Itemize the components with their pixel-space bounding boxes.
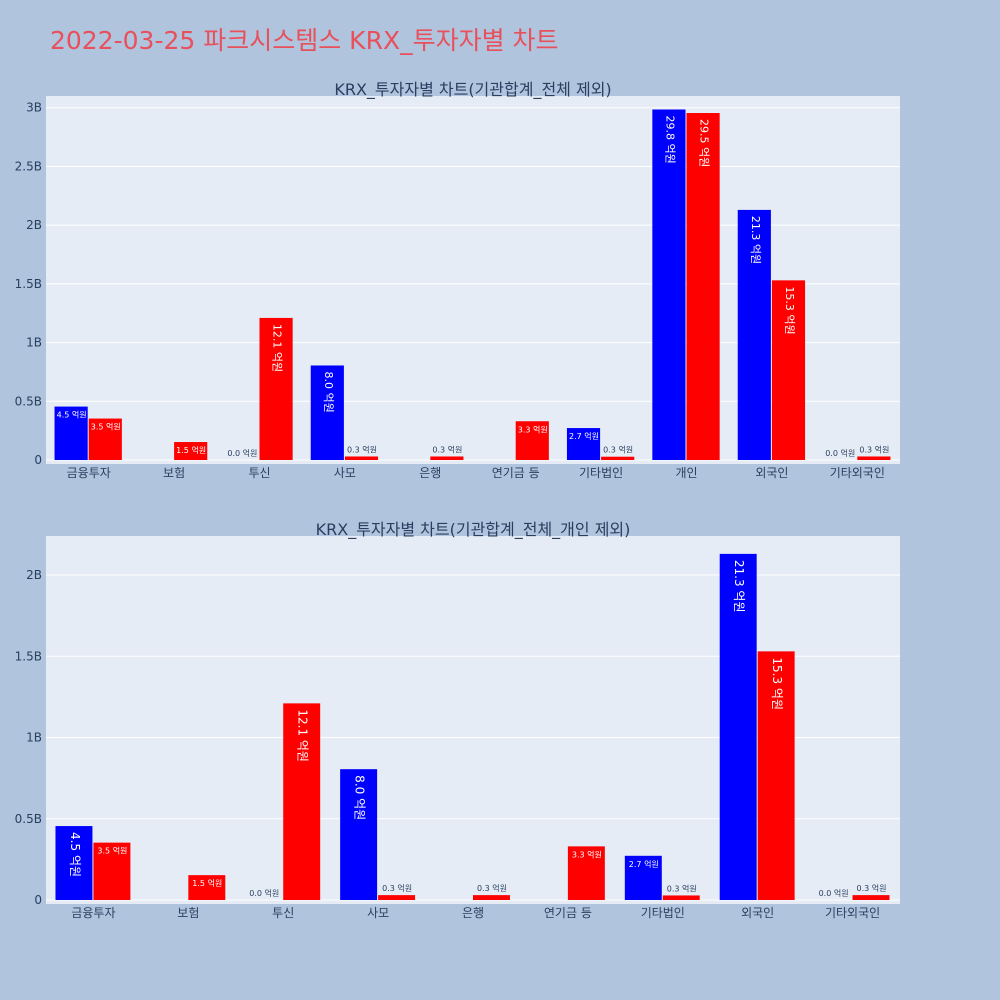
bar <box>174 442 208 460</box>
bar <box>852 895 890 900</box>
bar <box>662 895 700 900</box>
bar <box>686 113 720 460</box>
bar <box>771 280 806 460</box>
y-tick-label: 0.5B <box>15 812 42 826</box>
y-tick-label: 2.5B <box>15 159 42 173</box>
data-label: 1.5 억원 <box>192 878 222 888</box>
data-label: 15.3 억원 <box>770 657 784 710</box>
bar <box>566 428 601 460</box>
x-tick-label: 사모 <box>334 466 356 480</box>
data-label: 15.3 억원 <box>783 286 796 334</box>
bar <box>515 421 549 460</box>
x-tick-label: 외국인 <box>755 466 788 480</box>
bar <box>430 456 464 460</box>
x-tick-label: 투신 <box>248 466 270 480</box>
bar <box>259 317 293 460</box>
data-label: 8.0 억원 <box>353 775 367 820</box>
data-label: 0.3 억원 <box>859 444 889 454</box>
y-tick-label: 2B <box>26 218 42 232</box>
bar <box>378 895 416 900</box>
x-tick-label: 금융투자 <box>71 906 115 920</box>
data-label: 0.3 억원 <box>603 445 633 455</box>
y-tick-label: 2B <box>26 568 42 582</box>
data-label: 29.8 억원 <box>663 116 676 164</box>
y-tick-label: 0 <box>34 453 42 467</box>
bar <box>624 855 662 900</box>
x-tick-label: 은행 <box>462 905 484 920</box>
x-tick-label: 기타외국인 <box>830 466 885 480</box>
bar <box>737 209 771 460</box>
bar <box>757 651 795 900</box>
x-tick-label: 금융투자 <box>67 466 111 480</box>
y-tick-label: 1.5B <box>15 649 42 663</box>
data-label: 0.3 억원 <box>857 883 887 893</box>
bar <box>310 365 344 460</box>
x-tick-label: 외국인 <box>741 906 774 920</box>
y-tick-label: 1.5B <box>15 277 42 291</box>
x-tick-label: 기타법인 <box>579 466 623 480</box>
data-label: 4.5 억원 <box>68 832 82 877</box>
data-label: 21.3 억원 <box>749 216 762 264</box>
bar <box>567 846 605 900</box>
data-label: 3.5 억원 <box>91 422 121 432</box>
bar <box>283 703 321 900</box>
data-label: 21.3 억원 <box>732 560 746 613</box>
x-tick-label: 기타외국인 <box>825 906 880 920</box>
x-tick-label: 보험 <box>163 466 185 480</box>
bar <box>340 769 378 900</box>
x-tick-label: 보험 <box>177 906 199 920</box>
data-label: 0.3 억원 <box>382 883 412 893</box>
y-tick-label: 0.5B <box>15 394 42 408</box>
y-tick-label: 0 <box>34 893 42 907</box>
y-tick-label: 1B <box>26 731 42 745</box>
data-label: 12.1 억원 <box>271 324 284 372</box>
chart-institutions-excluded: 4.5 억원 3.5 억원 1.5 억원 0.0 억원 12.1 억원 8.0 억원 0.3… <box>15 80 900 480</box>
data-label: 8.0 억원 <box>322 371 335 412</box>
data-label: 12.1 억원 <box>296 709 310 762</box>
x-tick-label: 투신 <box>272 906 294 920</box>
data-label: 0.3 억원 <box>477 883 507 893</box>
data-label: 29.5 억원 <box>698 119 711 167</box>
bar <box>93 842 131 900</box>
data-label: 0.0 억원 <box>825 448 855 458</box>
chart-title: KRX_투자자별 차트(기관합계_전체 제외) <box>334 80 611 100</box>
data-label: 1.5 억원 <box>176 445 206 455</box>
x-tick-label: 개인 <box>675 466 697 480</box>
data-label: 0.3 억원 <box>667 883 697 893</box>
y-tick-label: 1B <box>26 336 42 350</box>
bar <box>344 456 379 460</box>
chart-institutions-and-individuals-excluded: 4.5 억원 3.5 억원 1.5 억원 0.0 억원 12.1 억원 8.0 억원 0.3… <box>15 520 900 920</box>
x-tick-label: 기타법인 <box>641 906 685 920</box>
bar <box>55 826 93 900</box>
x-tick-label: 사모 <box>367 906 389 920</box>
bar <box>54 406 88 460</box>
data-label: 0.0 억원 <box>227 448 257 458</box>
data-label: 3.5 억원 <box>97 846 127 856</box>
bar <box>652 109 686 460</box>
data-label: 0.3 억원 <box>347 444 377 454</box>
data-label: 2.7 억원 <box>569 431 599 441</box>
data-label: 0.0 억원 <box>249 888 279 898</box>
x-tick-label: 은행 <box>419 465 441 480</box>
data-label: 3.3 억원 <box>518 424 548 434</box>
bar <box>857 456 891 460</box>
chart-title: KRX_투자자별 차트(기관합계_전체_개인 제외) <box>316 520 631 540</box>
bar <box>601 456 635 460</box>
bar <box>188 875 226 900</box>
x-tick-label: 연기금 등 <box>544 906 592 920</box>
page-title: 2022-03-25 파크시스템스 KRX_투자자별 차트 <box>50 26 559 55</box>
bar <box>719 553 757 900</box>
data-label: 2.7 억원 <box>629 859 659 869</box>
data-label: 4.5 억원 <box>57 410 87 420</box>
data-label: 3.3 억원 <box>572 849 602 859</box>
bar <box>473 895 510 900</box>
x-tick-label: 연기금 등 <box>492 466 540 480</box>
data-label: 0.3 억원 <box>432 444 462 454</box>
data-label: 0.0 억원 <box>819 888 849 898</box>
bar <box>88 418 122 460</box>
y-tick-label: 3B <box>26 101 42 115</box>
